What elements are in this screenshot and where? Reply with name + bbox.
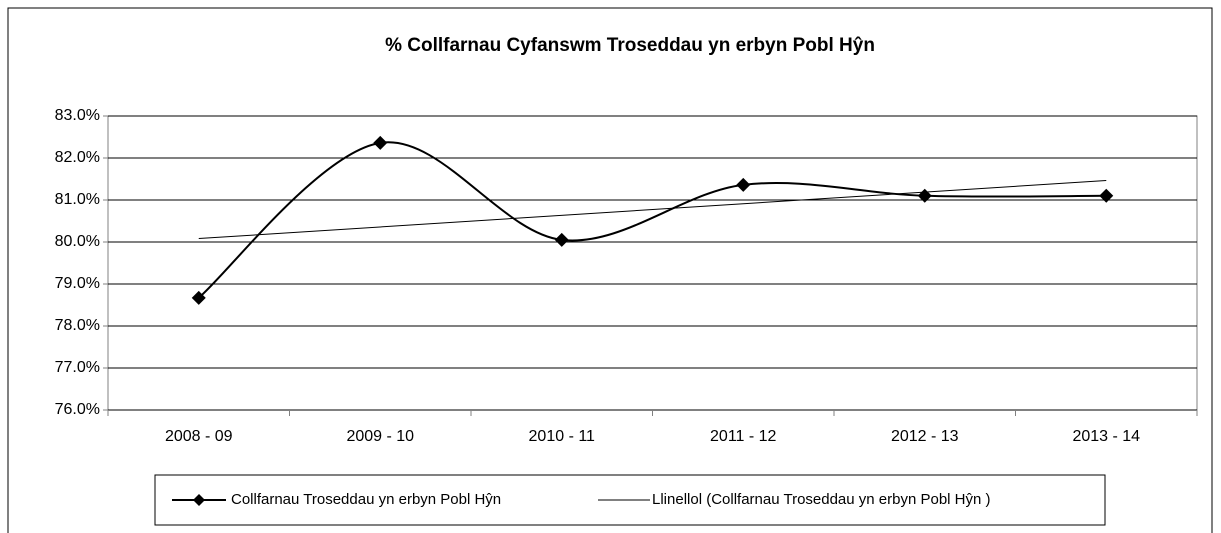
y-tick-label: 82.0%: [55, 149, 100, 166]
y-tick-label: 78.0%: [55, 317, 100, 334]
marker: [554, 232, 569, 247]
x-tick-label: 2010 - 11: [529, 428, 596, 445]
y-tick-label: 81.0%: [55, 191, 100, 208]
x-tick-label: 2012 - 13: [891, 428, 959, 445]
x-tick-label: 2009 - 10: [346, 428, 414, 445]
y-tick-label: 80.0%: [55, 233, 100, 250]
marker: [1099, 188, 1114, 203]
trendline: [198, 179, 1107, 240]
x-tick-label: 2008 - 09: [165, 428, 233, 445]
marker: [736, 177, 751, 192]
x-tick-label: 2011 - 12: [710, 428, 777, 445]
marker: [917, 188, 932, 203]
y-tick-label: 83.0%: [55, 107, 100, 124]
legend-marker: [193, 494, 205, 506]
y-tick-label: 79.0%: [55, 275, 100, 292]
y-tick-label: 77.0%: [55, 359, 100, 376]
legend-label: Collfarnau Troseddau yn erbyn Pobl Hŷn: [231, 491, 501, 508]
legend-label: Llinellol (Collfarnau Troseddau yn erbyn…: [652, 491, 991, 508]
marker: [191, 290, 206, 305]
chart-frame: [7, 7, 1213, 533]
series-line: [198, 141, 1107, 299]
legend-box: [154, 474, 1106, 526]
marker: [373, 135, 388, 150]
x-tick-label: 2013 - 14: [1072, 428, 1140, 445]
y-tick-label: 76.0%: [55, 401, 100, 418]
chart-title: % Collfarnau Cyfanswm Troseddau yn erbyn…: [385, 35, 875, 56]
